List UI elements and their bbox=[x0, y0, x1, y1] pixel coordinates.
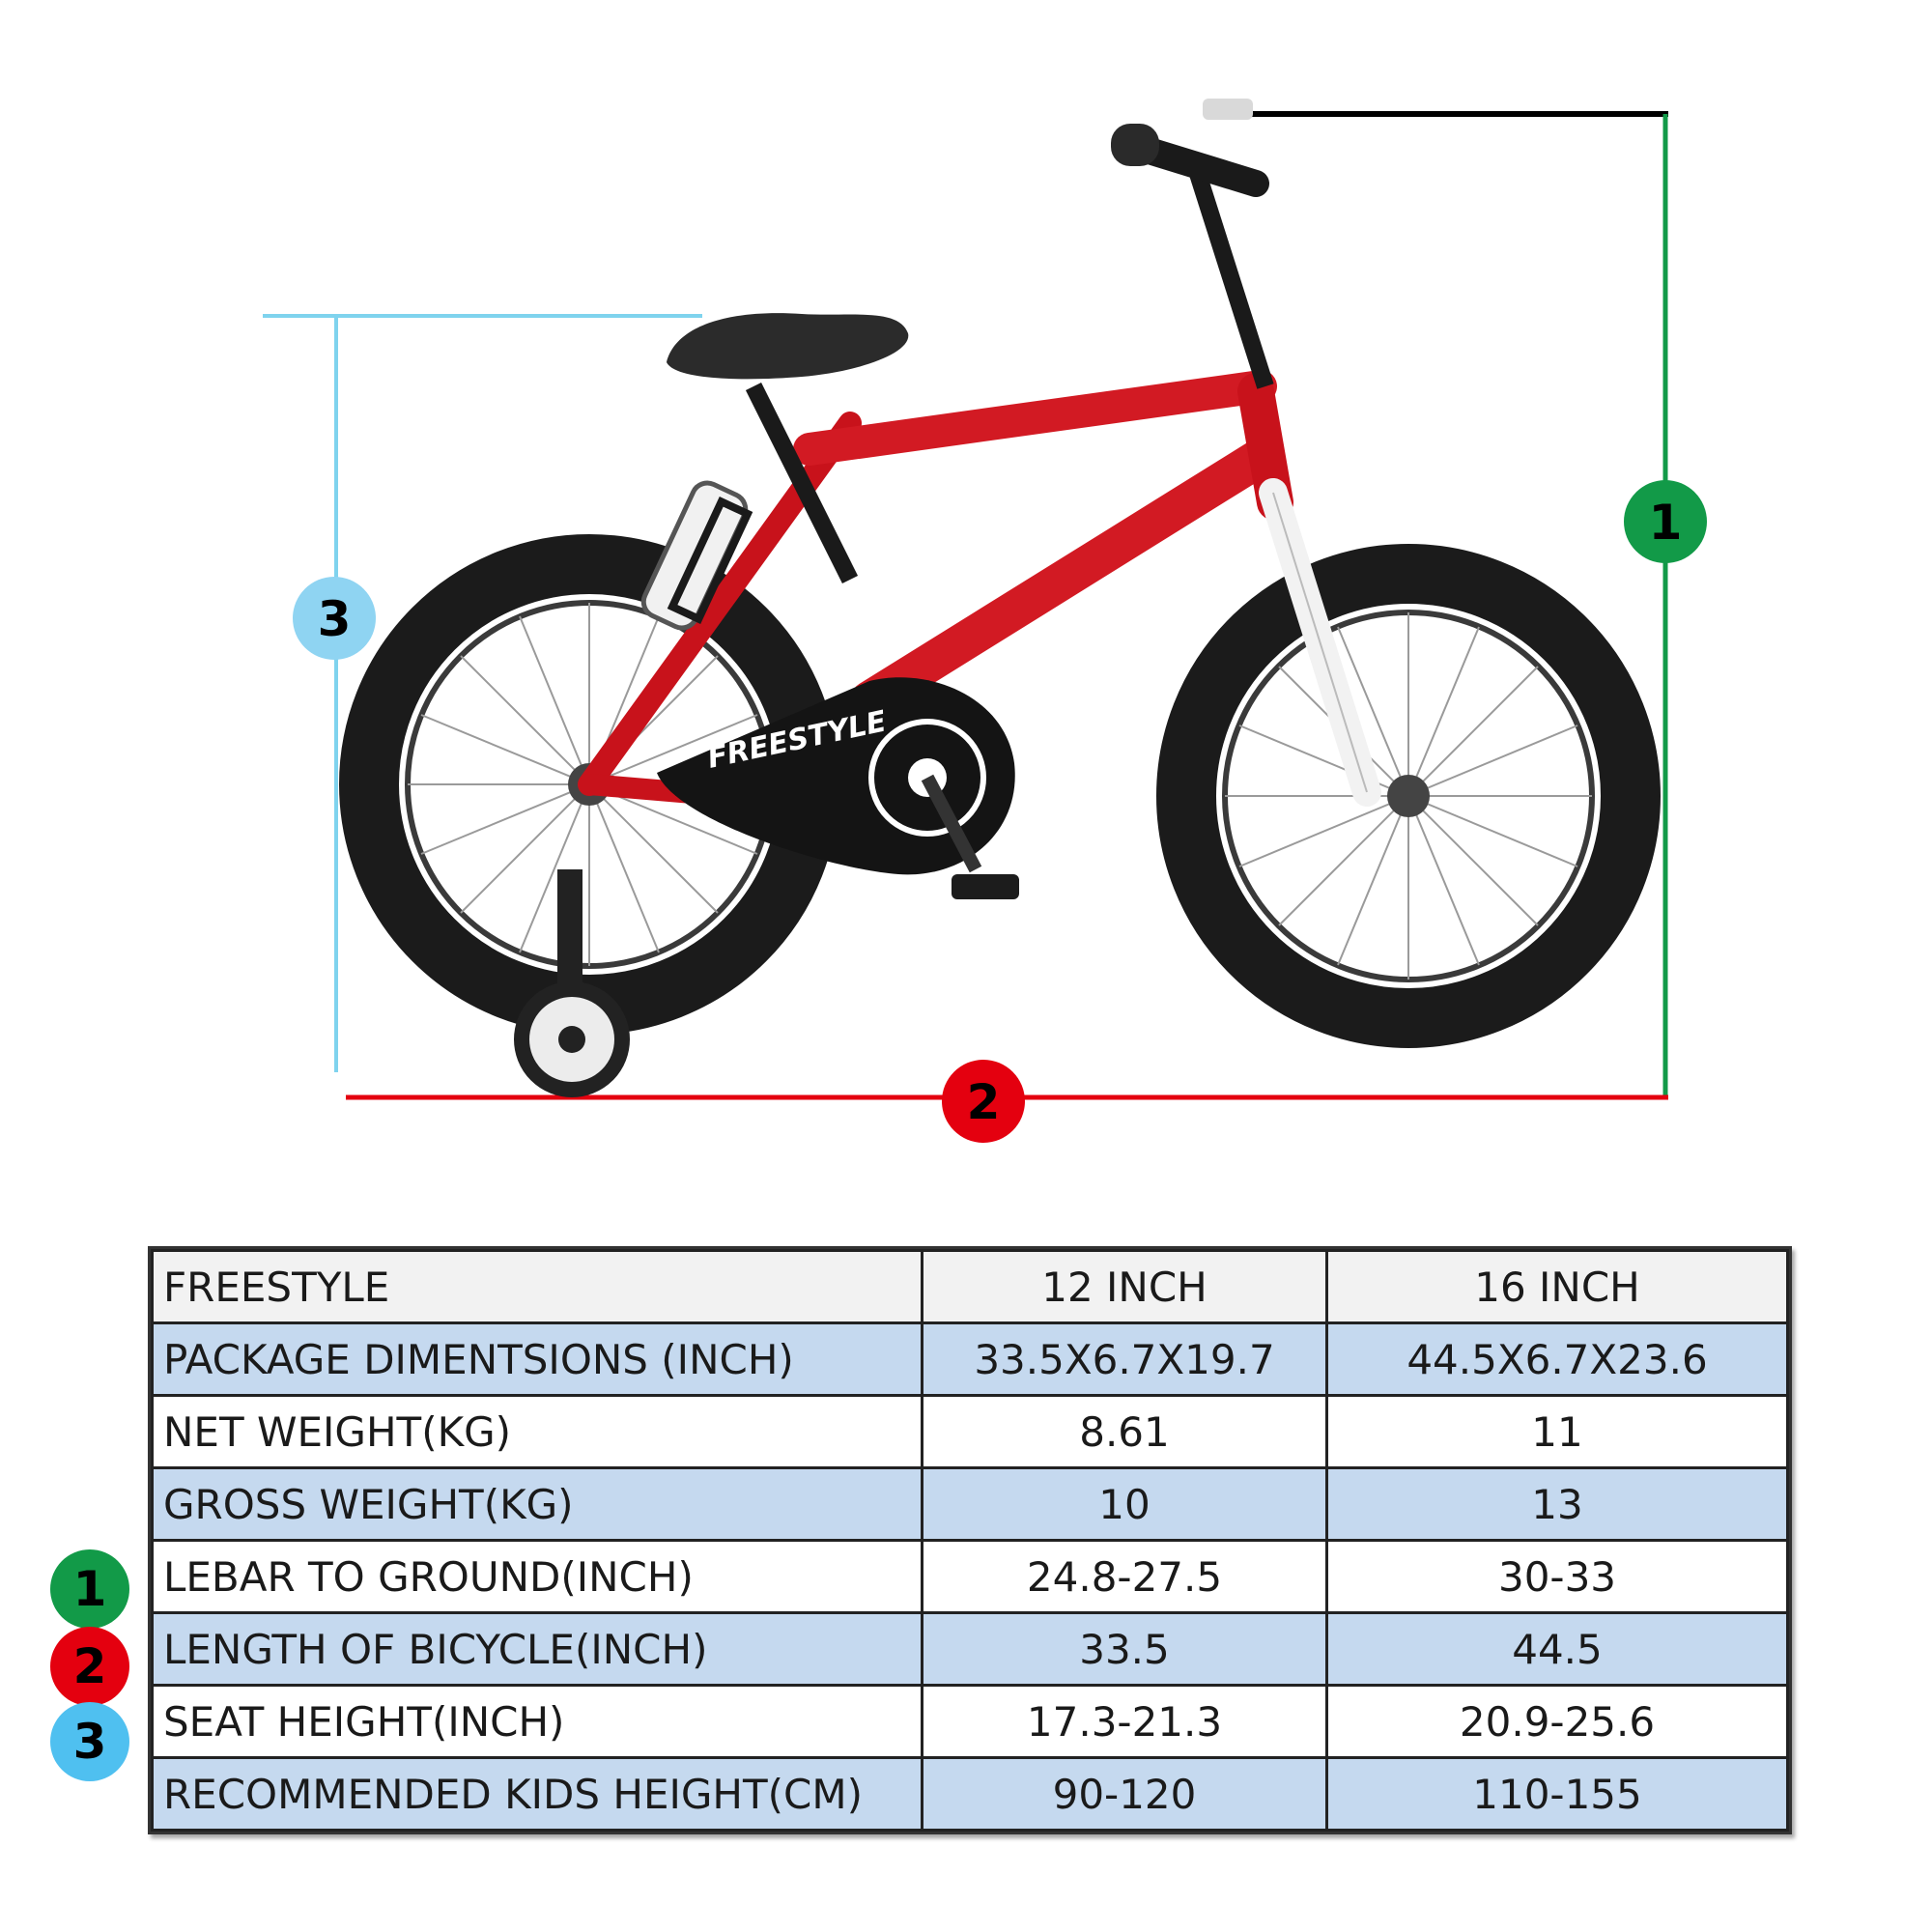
water-bottle bbox=[640, 480, 753, 631]
row-value-12: 33.5 bbox=[921, 1611, 1328, 1687]
chain-guard: FREESTYLE bbox=[657, 677, 1019, 899]
badge-seat-height: 3 bbox=[293, 577, 376, 660]
front-wheel bbox=[1156, 544, 1661, 1048]
row-value-16: 110-155 bbox=[1325, 1756, 1789, 1832]
row-value-16: 20.9-25.6 bbox=[1325, 1684, 1789, 1759]
row-label: PACKAGE DIMENTSIONS (INCH) bbox=[151, 1321, 923, 1397]
row-label: LEBAR TO GROUND(INCH) bbox=[151, 1539, 923, 1614]
row-value-12: 90-120 bbox=[921, 1756, 1328, 1832]
header-16-inch: 16 INCH bbox=[1325, 1249, 1789, 1324]
row-value-12: 33.5X6.7X19.7 bbox=[921, 1321, 1328, 1397]
table-row: GROSS WEIGHT(KG) 10 13 bbox=[151, 1466, 1789, 1542]
row-value-12: 24.8-27.5 bbox=[921, 1539, 1328, 1614]
row-label: LENGTH OF BICYCLE(INCH) bbox=[151, 1611, 923, 1687]
row-badge-2: 2 bbox=[50, 1627, 129, 1706]
row-value-12: 10 bbox=[921, 1466, 1328, 1542]
row-badge-3: 3 bbox=[50, 1702, 129, 1781]
table-row: SEAT HEIGHT(INCH) 17.3-21.3 20.9-25.6 bbox=[151, 1684, 1789, 1759]
svg-text:3: 3 bbox=[318, 591, 352, 647]
header-label: FREESTYLE bbox=[151, 1249, 923, 1324]
row-badge-1: 1 bbox=[50, 1549, 129, 1629]
badge-handlebar-height: 1 bbox=[1624, 480, 1707, 563]
bicycle-diagram: FREESTYLE 1 2 3 bbox=[263, 99, 1707, 1143]
row-value-16: 30-33 bbox=[1325, 1539, 1789, 1614]
table-row: NET WEIGHT(KG) 8.61 11 bbox=[151, 1394, 1789, 1469]
seat-height-guide bbox=[263, 314, 702, 1072]
table-row: LEBAR TO GROUND(INCH) 24.8-27.5 30-33 bbox=[151, 1539, 1789, 1614]
table-row: PACKAGE DIMENTSIONS (INCH) 33.5X6.7X19.7… bbox=[151, 1321, 1789, 1397]
table-row: LENGTH OF BICYCLE(INCH) 33.5 44.5 bbox=[151, 1611, 1789, 1687]
row-label: RECOMMENDED KIDS HEIGHT(CM) bbox=[151, 1756, 923, 1832]
badge-bicycle-length: 2 bbox=[942, 1060, 1025, 1143]
table-row: RECOMMENDED KIDS HEIGHT(CM) 90-120 110-1… bbox=[151, 1756, 1789, 1832]
row-value-16: 44.5X6.7X23.6 bbox=[1325, 1321, 1789, 1397]
row-label: SEAT HEIGHT(INCH) bbox=[151, 1684, 923, 1759]
row-value-16: 13 bbox=[1325, 1466, 1789, 1542]
spec-table: FREESTYLE 12 INCH 16 INCH PACKAGE DIMENT… bbox=[148, 1246, 1792, 1834]
row-label: GROSS WEIGHT(KG) bbox=[151, 1466, 923, 1542]
svg-text:1: 1 bbox=[1649, 495, 1683, 551]
handlebar-height-guide bbox=[1208, 111, 1668, 1099]
seat bbox=[667, 313, 909, 380]
row-label: NET WEIGHT(KG) bbox=[151, 1394, 923, 1469]
svg-text:2: 2 bbox=[967, 1074, 1001, 1130]
training-wheel bbox=[514, 869, 630, 1097]
row-value-16: 44.5 bbox=[1325, 1611, 1789, 1687]
header-12-inch: 12 INCH bbox=[921, 1249, 1328, 1324]
row-value-16: 11 bbox=[1325, 1394, 1789, 1469]
bike-frame bbox=[578, 99, 1381, 827]
row-value-12: 17.3-21.3 bbox=[921, 1684, 1328, 1759]
row-value-12: 8.61 bbox=[921, 1394, 1328, 1469]
table-header-row: FREESTYLE 12 INCH 16 INCH bbox=[151, 1249, 1789, 1324]
